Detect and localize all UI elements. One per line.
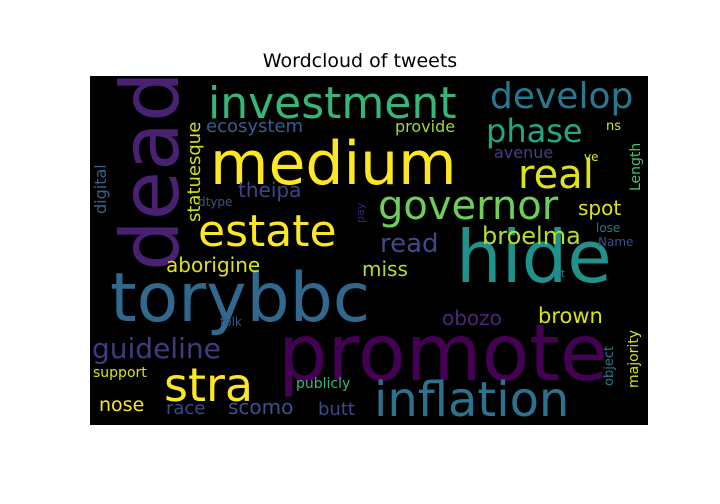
word-hide: hide — [456, 215, 612, 299]
chart-title: Wordcloud of tweets — [262, 50, 458, 72]
word-spot: spot — [578, 196, 621, 220]
word-dtype: dtype — [198, 195, 232, 209]
word-majority: majority — [626, 330, 642, 388]
word-promote: promote — [278, 309, 608, 399]
word-investment: investment — [208, 78, 456, 129]
word-statuesque: statuesque — [184, 122, 205, 222]
word-lose: lose — [596, 221, 620, 235]
word-digital: digital — [91, 164, 110, 214]
word-theipa: theipa — [238, 178, 301, 202]
word-avenue: avenue — [494, 143, 553, 162]
word-read: read — [380, 229, 439, 259]
word-develop: develop — [490, 76, 633, 117]
word-obozo: obozo — [442, 306, 502, 330]
word-scomo: scomo — [228, 395, 293, 419]
word-name: Name — [598, 235, 633, 249]
word-ecosystem: ecosystem — [206, 116, 303, 137]
word-miss: miss — [362, 257, 408, 281]
word-medium: medium — [210, 129, 457, 199]
word-publicly: publicly — [296, 376, 350, 392]
word-brown: brown — [538, 304, 603, 328]
word-phase: phase — [486, 112, 583, 150]
word-provide: provide — [395, 117, 455, 136]
word-object: object — [602, 346, 617, 386]
word-governor: governor — [378, 183, 559, 229]
word-support: support — [93, 365, 147, 381]
word-folk: folk — [220, 315, 242, 329]
word-butt: butt — [318, 399, 355, 420]
word-dead: dead — [104, 76, 197, 271]
word-aborigine: aborigine — [166, 253, 260, 277]
word-real: real — [518, 152, 594, 198]
word-stra: stra — [164, 358, 253, 412]
word-nose: nose — [99, 394, 144, 416]
word-race: race — [166, 398, 205, 419]
word-lst: lst — [552, 267, 566, 280]
word-broelma: broelma — [482, 222, 581, 250]
wordcloud-canvas: promote torybbc hide dead medium inflation inv… — [90, 76, 648, 425]
word-guideline: guideline — [92, 332, 221, 365]
word-length: Length — [628, 143, 644, 191]
word-estate: estate — [198, 206, 337, 257]
word-ns: ns — [606, 119, 621, 134]
word-inflation: inflation — [374, 372, 569, 425]
word-torybbc: torybbc — [110, 259, 370, 338]
word-ve: ve — [584, 150, 598, 164]
word-pay: pay — [354, 202, 367, 223]
